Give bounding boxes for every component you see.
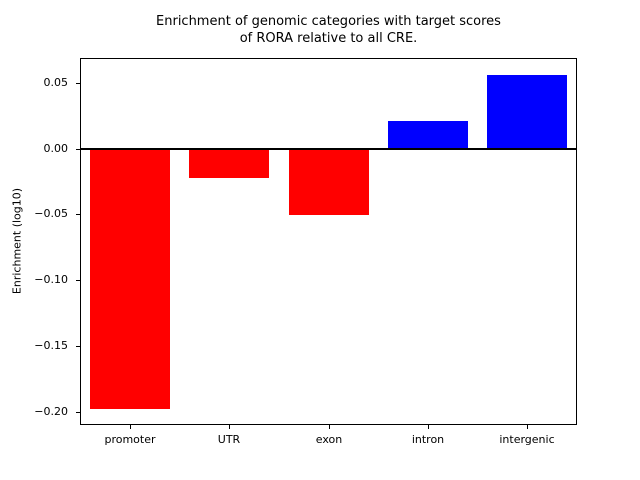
chart-title-line-2: of RORA relative to all CRE. bbox=[239, 31, 418, 46]
chart-title-line-1: Enrichment of genomic categories with ta… bbox=[156, 14, 501, 29]
y-tick-mark bbox=[76, 149, 80, 150]
x-tick-mark bbox=[229, 425, 230, 429]
x-tick-mark bbox=[329, 425, 330, 429]
y-tick-mark bbox=[76, 412, 80, 413]
y-tick-mark bbox=[76, 83, 80, 84]
zero-line bbox=[80, 148, 577, 150]
x-tick-label-UTR: UTR bbox=[217, 433, 241, 446]
chart-title: Enrichment of genomic categories with ta… bbox=[80, 13, 577, 47]
x-tick-label-intron: intron bbox=[411, 433, 445, 446]
bar-intron bbox=[388, 121, 468, 149]
x-tick-label-intergenic: intergenic bbox=[499, 433, 555, 446]
x-tick-mark bbox=[130, 425, 131, 429]
x-tick-mark bbox=[527, 425, 528, 429]
y-tick-label: −0.10 bbox=[34, 273, 68, 286]
x-tick-label-promoter: promoter bbox=[104, 433, 156, 446]
y-tick-mark bbox=[76, 280, 80, 281]
y-tick-label: −0.05 bbox=[34, 207, 68, 220]
bar-UTR bbox=[189, 149, 269, 178]
bar-intergenic bbox=[487, 75, 567, 149]
bar-exon bbox=[289, 149, 369, 215]
x-tick-label-exon: exon bbox=[315, 433, 343, 446]
y-tick-label: 0.05 bbox=[43, 76, 69, 89]
y-tick-label: −0.15 bbox=[34, 339, 68, 352]
y-tick-label: −0.20 bbox=[34, 405, 68, 418]
y-tick-mark bbox=[76, 346, 80, 347]
x-tick-mark bbox=[428, 425, 429, 429]
y-tick-mark bbox=[76, 214, 80, 215]
bar-promoter bbox=[90, 149, 170, 409]
y-tick-label: 0.00 bbox=[43, 142, 69, 155]
